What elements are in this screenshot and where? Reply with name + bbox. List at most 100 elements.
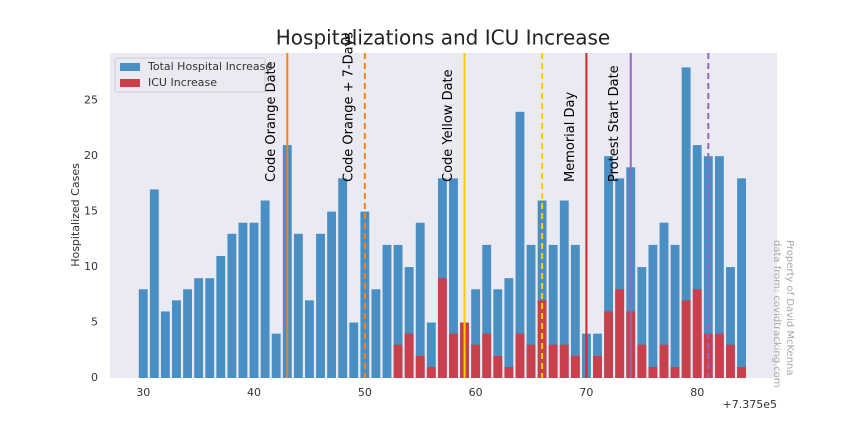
bar (670, 366, 680, 378)
x-tick-label: 40 (247, 386, 261, 399)
bar (172, 300, 181, 378)
bar (604, 156, 614, 378)
y-tick-label: 0 (91, 371, 98, 384)
bar (249, 222, 259, 378)
x-tick-label: 60 (469, 386, 483, 399)
bar (449, 333, 458, 378)
bar (648, 366, 658, 378)
bar (393, 344, 403, 378)
bar (515, 333, 525, 378)
bar (548, 244, 558, 378)
legend-swatch (120, 79, 140, 87)
bar (726, 344, 735, 378)
bar (604, 311, 614, 378)
event-label: Code Orange Date (264, 61, 279, 182)
bar (426, 322, 436, 378)
y-tick-label: 15 (84, 205, 98, 218)
bar (471, 289, 481, 378)
bar (526, 344, 536, 378)
event-label: Protest Start Date (607, 65, 622, 182)
x-tick-label: 80 (690, 386, 704, 399)
bar (593, 355, 602, 378)
bar (205, 278, 215, 378)
bar (659, 344, 669, 378)
y-tick-label: 5 (91, 316, 98, 329)
bar (737, 366, 746, 378)
bar (615, 178, 625, 378)
bar (570, 355, 580, 378)
bar (726, 267, 735, 378)
event-label: Code Orange + 7-Days (341, 32, 356, 182)
event-label: Memorial Day (563, 92, 578, 182)
bar (138, 289, 148, 378)
bar (559, 200, 569, 378)
bar (471, 344, 481, 378)
bar (194, 278, 204, 378)
y-tick-label: 20 (84, 149, 98, 162)
bar (437, 278, 447, 378)
x-tick-label: 50 (358, 386, 372, 399)
bar (238, 222, 248, 378)
bar (570, 244, 580, 378)
bar (338, 178, 348, 378)
bar (737, 178, 746, 378)
y-tick-label: 25 (84, 94, 98, 107)
bar (493, 289, 503, 378)
x-tick-label: 70 (579, 386, 593, 399)
bar (548, 344, 558, 378)
bar (515, 111, 525, 379)
bar (415, 355, 425, 378)
bar (316, 233, 325, 378)
watermark: data from: covidtracking.com (771, 240, 782, 388)
y-axis-label: Hospitalized Cases (69, 163, 82, 267)
bar (670, 244, 680, 378)
bar (493, 355, 503, 378)
bar (149, 189, 159, 378)
bar (305, 300, 314, 378)
bar (714, 333, 724, 378)
bar (504, 366, 514, 378)
legend-frame (114, 57, 266, 93)
legend-swatch (120, 63, 140, 71)
bar (615, 289, 625, 378)
bar (327, 211, 337, 378)
legend-label: Total Hospital Increase (147, 60, 272, 73)
bar (227, 233, 237, 378)
chart-title: Hospitalizations and ICU Increase (276, 26, 610, 50)
bar (482, 333, 492, 378)
bar (404, 267, 414, 378)
y-tick-label: 10 (84, 260, 98, 273)
bar (692, 289, 702, 378)
bar (382, 244, 392, 378)
bar (216, 255, 226, 378)
legend-label: ICU Increase (148, 76, 217, 89)
bar (559, 344, 569, 378)
event-label: Code Yellow Date (441, 69, 456, 182)
bar (637, 344, 647, 378)
bar (449, 178, 458, 378)
bar (659, 222, 669, 378)
bar (371, 289, 381, 378)
bar (415, 222, 425, 378)
bar (271, 333, 281, 378)
bar (537, 200, 547, 378)
x-offset-label: +7.375e5 (723, 398, 777, 411)
bar (537, 300, 547, 378)
bar (526, 244, 536, 378)
bar (404, 333, 414, 378)
bar (349, 322, 359, 378)
bar (260, 200, 270, 378)
bar (426, 366, 436, 378)
bar (293, 233, 303, 378)
bar (183, 289, 192, 378)
bar (648, 244, 658, 378)
x-tick-label: 30 (136, 386, 150, 399)
watermark: Property of David McKenna (784, 240, 795, 376)
bar (692, 145, 702, 378)
bar (482, 244, 492, 378)
bar (681, 300, 691, 378)
bar (637, 267, 647, 378)
bar (160, 311, 170, 378)
legend: Total Hospital Increase ICU Increase (114, 57, 272, 93)
